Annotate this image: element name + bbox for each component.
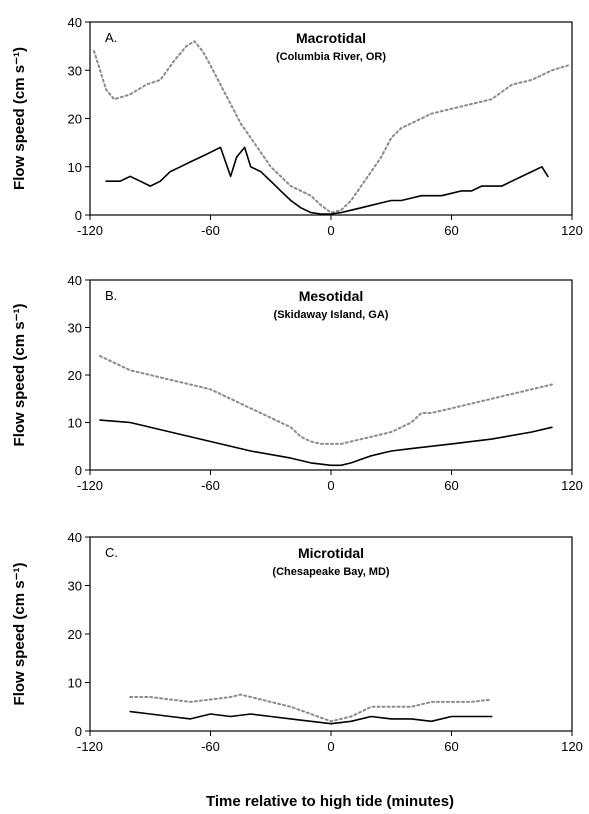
y-tick-label: 10: [68, 160, 82, 175]
y-tick-label: 20: [68, 112, 82, 127]
x-tick-label: 60: [444, 223, 458, 238]
y-tick-label: 40: [68, 273, 82, 288]
x-axis-label: Time relative to high tide (minutes): [206, 793, 454, 810]
panel-subtitle: (Skidaway Island, GA): [274, 309, 389, 321]
x-tick-label: 0: [327, 478, 334, 493]
panel-subtitle: (Columbia River, OR): [276, 51, 386, 63]
dotted-series-line: [93, 40, 569, 214]
panel-title: Mesotidal: [299, 288, 364, 304]
panel-3: -120 -60 0 60 120 0 10 20 30 40 Flow speed (cm s⁻¹…: [11, 530, 583, 754]
dotted-series-line: [99, 355, 553, 445]
x-tick-label: -60: [201, 223, 220, 238]
x-tick-label: -120: [77, 739, 103, 754]
x-tick-label: -120: [77, 478, 103, 493]
solid-series-line: [105, 146, 549, 215]
y-tick-label: 0: [75, 724, 82, 739]
solid-series-line: [99, 419, 553, 467]
y-tick-label: 40: [68, 15, 82, 30]
x-tick-label: -60: [201, 739, 220, 754]
y-tick-label: 30: [68, 579, 82, 594]
panel-letter: B.: [105, 288, 117, 303]
solid-series-line: [129, 710, 493, 725]
y-tick-label: 0: [75, 208, 82, 223]
y-tick-label: 30: [68, 321, 82, 336]
x-tick-label: 120: [561, 223, 583, 238]
y-tick-label: 10: [68, 676, 82, 691]
y-tick-label: 10: [68, 416, 82, 431]
y-tick-label: 20: [68, 627, 82, 642]
x-tick-label: 0: [327, 223, 334, 238]
y-axis-label: Flow speed (cm s⁻¹): [11, 563, 28, 706]
panel-letter: A.: [105, 30, 117, 45]
x-tick-label: 0: [327, 739, 334, 754]
x-tick-label: -120: [77, 223, 103, 238]
panel-1: -120 -60 0 60 120 0 10 20 30 40 Flow speed (cm s⁻¹…: [11, 15, 583, 238]
y-tick-label: 30: [68, 63, 82, 78]
panel-title: Microtidal: [298, 545, 364, 561]
x-tick-label: -60: [201, 478, 220, 493]
y-tick-label: 20: [68, 368, 82, 383]
y-axis-label: Flow speed (cm s⁻¹): [11, 47, 28, 190]
x-tick-label: 120: [561, 739, 583, 754]
y-tick-label: 0: [75, 463, 82, 478]
panel-2: -120 -60 0 60 120 0 10 20 30 40 Flow speed (cm s⁻¹…: [11, 273, 583, 493]
x-tick-label: 120: [561, 478, 583, 493]
y-tick-label: 40: [68, 530, 82, 545]
panel-subtitle: (Chesapeake Bay, MD): [272, 566, 390, 578]
panel-letter: C.: [105, 545, 118, 560]
x-tick-label: 60: [444, 739, 458, 754]
panel-title: Macrotidal: [296, 30, 366, 46]
x-tick-label: 60: [444, 478, 458, 493]
y-axis-label: Flow speed (cm s⁻¹): [11, 304, 28, 447]
dotted-series-line: [129, 693, 493, 723]
